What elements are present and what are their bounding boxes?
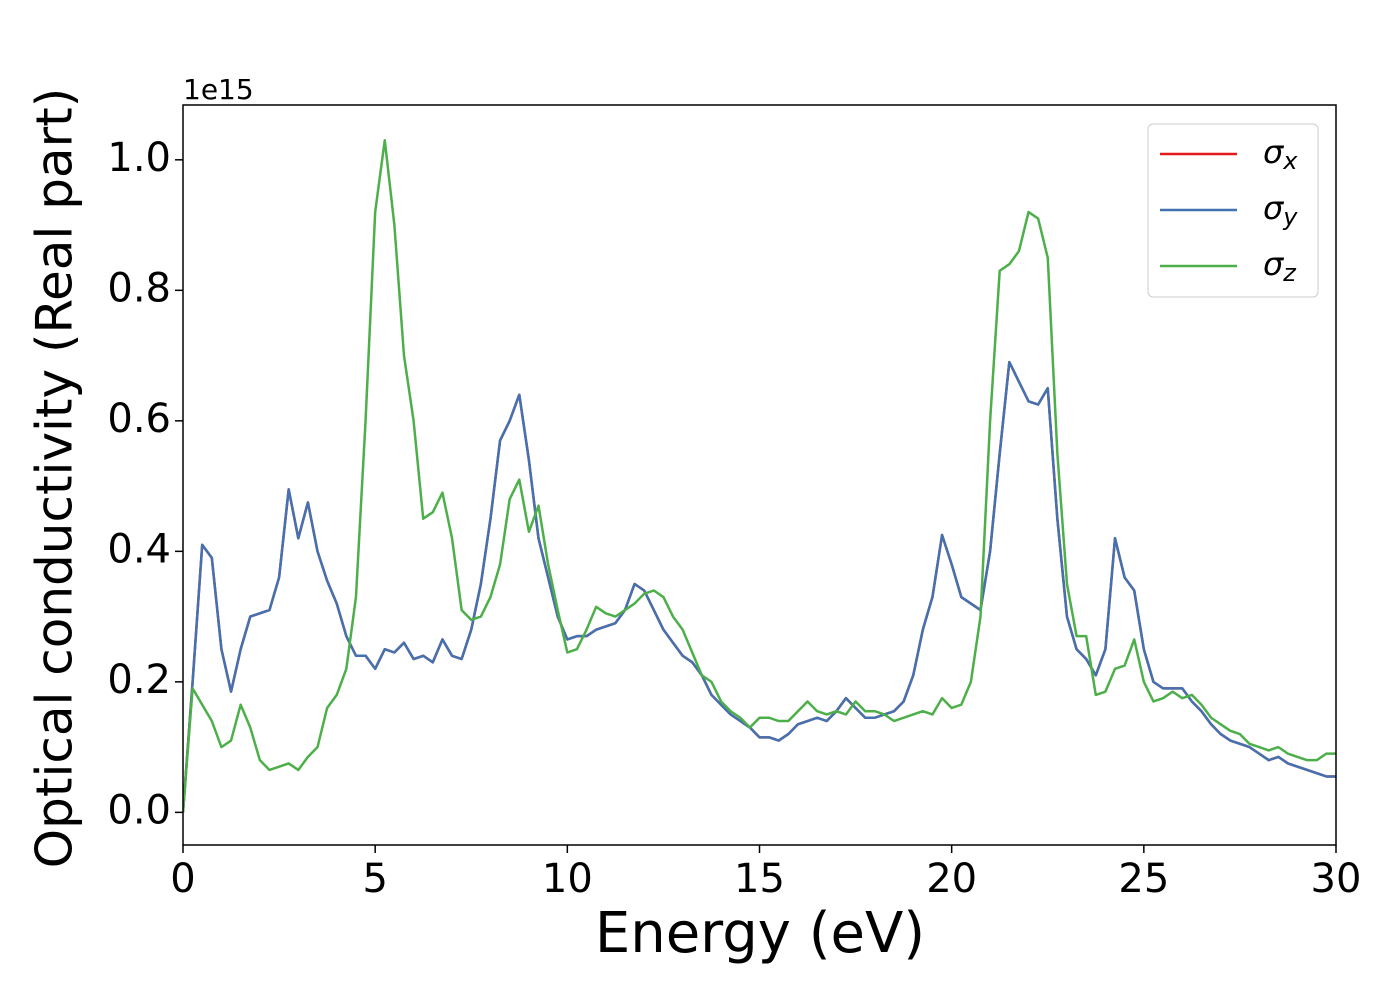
x-axis-label: Energy (eV) [595,901,925,966]
x-tick-label: 30 [1311,856,1362,902]
x-tick-label: 0 [170,856,195,902]
series-line [183,138,1336,813]
series-line [183,360,1336,813]
legend-label: σz [1263,245,1297,287]
y-axis-label: Optical conductivity (Real part) [26,88,84,869]
y-offset-label: 1e15 [183,73,254,106]
legend-label: σy [1263,189,1298,231]
y-tick-label: 1.0 [107,135,171,181]
x-tick-label: 10 [542,856,593,902]
y-tick-label: 0.4 [107,526,171,572]
y-tick-label: 0.6 [107,396,171,442]
legend-label: σx [1263,133,1298,175]
plot-area [183,138,1336,813]
x-tick-label: 25 [1118,856,1169,902]
y-tick-label: 0.2 [107,657,171,703]
x-tick-label: 15 [734,856,785,902]
x-tick-label: 5 [362,856,387,902]
x-tick-label: 20 [926,856,977,902]
plot-frame [182,104,1337,846]
y-tick-label: 0.0 [107,787,171,833]
y-tick-label: 0.8 [107,265,171,311]
